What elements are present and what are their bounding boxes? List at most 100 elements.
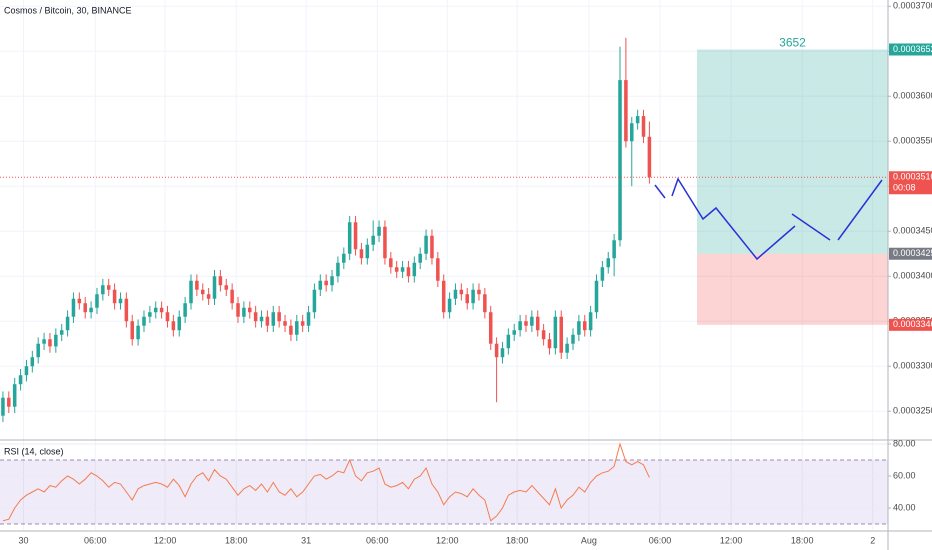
candle-body [159, 307, 164, 313]
candle-body [212, 276, 217, 299]
candle-body [565, 343, 569, 353]
candle-body [36, 343, 40, 358]
candle-body [295, 321, 299, 335]
candle-body [183, 303, 187, 317]
x-tick-label: 30 [18, 535, 28, 545]
candle-body [271, 312, 276, 326]
y-tick-label: 80.00 [893, 438, 916, 448]
candle-body [330, 276, 334, 286]
loss-zone [697, 253, 888, 325]
candle-body [524, 321, 528, 326]
candle-body [265, 316, 270, 326]
drawing-layer [654, 177, 883, 261]
candle-body [171, 321, 176, 331]
candle-body [42, 339, 46, 344]
candle-body [165, 312, 170, 322]
y-tick-label: 0.0003450 [893, 226, 932, 236]
candle-body [177, 316, 182, 331]
candle-body [200, 289, 205, 295]
candle-body [389, 258, 393, 268]
x-tick-label: 06:00 [366, 535, 389, 545]
candle-body [430, 235, 434, 259]
candle-body [148, 312, 152, 317]
candle-body [54, 334, 58, 347]
projection-line [791, 213, 831, 241]
projection-line [654, 184, 666, 199]
target-text: 3652 [779, 36, 806, 50]
stop-label-bg [889, 318, 932, 331]
candle-body [218, 276, 223, 286]
candle-body [535, 316, 540, 331]
candle-body [95, 294, 99, 308]
y-tick-label: 0.0003400 [893, 271, 932, 281]
candle-body [418, 253, 422, 263]
candle-body [488, 312, 493, 344]
rsi-title: RSI (14, close) [4, 446, 64, 456]
rsi-line [2, 442, 650, 522]
candle-body [577, 321, 581, 335]
candle-body [12, 384, 17, 407]
candle-body [630, 123, 634, 142]
candle-body [124, 298, 129, 322]
countdown-label: 00:08 [893, 183, 916, 193]
candle-body [377, 226, 381, 236]
last-price-label: 0.0003510 [893, 172, 932, 182]
y-tick-label: 0.0003600 [893, 91, 932, 101]
candle-body [365, 244, 370, 259]
candle-body [18, 375, 23, 385]
candle-body [400, 267, 405, 272]
candle-body [1, 397, 5, 416]
candle-body [224, 285, 229, 290]
candle-body [465, 294, 469, 304]
x-tick-label: 2 [870, 535, 875, 545]
candle-body [612, 240, 616, 259]
candle-body [494, 343, 499, 358]
projection-line [671, 177, 796, 261]
entry-label: 0.0003425 [893, 248, 932, 258]
y-tick-label: 60.00 [893, 470, 916, 480]
candle-body [230, 289, 234, 304]
candle-body [112, 289, 117, 304]
candle-body [83, 303, 87, 313]
profit-zone [697, 49, 888, 254]
candle-body [289, 325, 293, 335]
candle-body [118, 298, 123, 304]
candle-body [206, 294, 211, 299]
candle-body [136, 325, 140, 340]
candle-body [312, 289, 317, 313]
x-tick-label: 18:00 [506, 535, 529, 545]
x-tick-label: 06:00 [649, 535, 672, 545]
candle-body [594, 280, 599, 313]
candle-body [324, 280, 328, 286]
candle-body [153, 307, 158, 313]
candle-body [359, 249, 364, 259]
chart-title: Cosmos / Bitcoin, 30, BINANCE [4, 5, 132, 15]
candle-body [24, 366, 29, 376]
candle-body [541, 330, 546, 340]
candle-body [547, 339, 552, 349]
candle-body [641, 116, 646, 137]
target-label-bg [889, 43, 932, 56]
y-tick-label: 40.00 [893, 502, 916, 512]
grid-layer [0, 0, 888, 530]
candle-body [441, 280, 446, 313]
candle-body [77, 298, 82, 304]
candle-body [30, 357, 35, 367]
candle-body [553, 316, 558, 349]
price-axis-bg [888, 0, 932, 550]
candle-body [101, 285, 105, 295]
rsi-band [0, 460, 888, 524]
candle-body [253, 312, 258, 322]
candle-body [571, 334, 575, 344]
x-tick-label: 12:00 [720, 535, 743, 545]
position-layer: 3652 [697, 36, 888, 325]
candle-body [394, 267, 399, 272]
x-tick-label: 31 [301, 535, 311, 545]
candle-body [283, 321, 287, 326]
candle-body [588, 312, 593, 331]
x-tick-label: Aug [581, 535, 597, 545]
candle-body [342, 253, 346, 263]
stop-label: 0.0003346 [893, 319, 932, 329]
candle-body [130, 321, 134, 340]
